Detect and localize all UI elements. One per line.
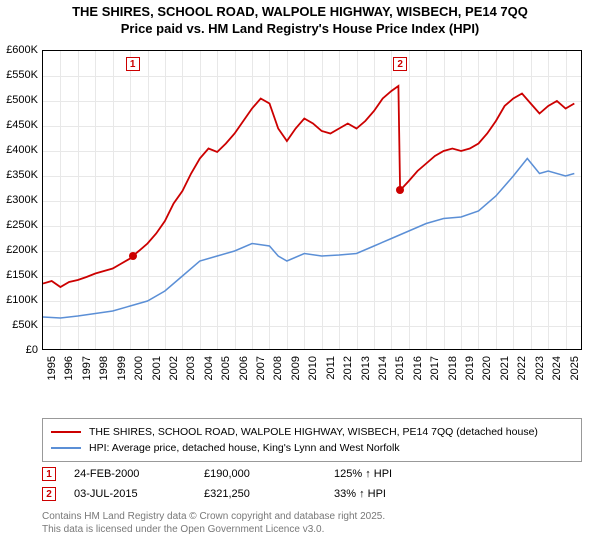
y-axis-label: £350K [0,169,38,181]
x-axis-label: 2021 [499,356,511,380]
x-axis-label: 2016 [412,356,424,380]
x-axis-label: 2012 [342,356,354,380]
x-axis-label: 2019 [464,356,476,380]
y-axis-label: £400K [0,144,38,156]
x-axis-label: 1996 [63,356,75,380]
sale-price: £190,000 [204,468,334,480]
x-axis-label: 2002 [168,356,180,380]
x-axis-label: 2001 [151,356,163,380]
x-axis-label: 2020 [481,356,493,380]
legend-item: THE SHIRES, SCHOOL ROAD, WALPOLE HIGHWAY… [51,424,573,440]
plot-area: 12 [42,50,582,350]
sales-row: 1 24-FEB-2000£190,000125% ↑ HPI [42,464,464,484]
x-axis-label: 2004 [203,356,215,380]
chart-area: 12£0£50K£100K£150K£200K£250K£300K£350K£4… [0,40,600,405]
sale-date: 03-JUL-2015 [74,488,204,500]
y-axis-label: £200K [0,244,38,256]
x-axis-label: 2010 [307,356,319,380]
legend-item: HPI: Average price, detached house, King… [51,440,573,456]
line-layer [43,51,583,351]
x-axis-label: 2007 [255,356,267,380]
x-axis-label: 2025 [569,356,581,380]
series-price_paid [43,86,574,287]
sale-delta: 125% ↑ HPI [334,468,464,480]
x-axis-label: 2017 [429,356,441,380]
legend-label: HPI: Average price, detached house, King… [89,442,400,454]
credits-line2: This data is licensed under the Open Gov… [42,523,588,536]
sale-point [129,252,137,260]
sales-table: 1 24-FEB-2000£190,000125% ↑ HPI 2 03-JUL-20… [42,464,464,504]
y-axis-label: £100K [0,294,38,306]
title-line1: THE SHIRES, SCHOOL ROAD, WALPOLE HIGHWAY… [8,4,592,21]
x-axis-label: 2022 [516,356,528,380]
x-axis-label: 1997 [81,356,93,380]
x-axis-label: 2000 [133,356,145,380]
sales-marker-box: 2 [42,487,56,501]
series-hpi [43,159,574,319]
x-axis-label: 2009 [290,356,302,380]
x-axis-label: 2011 [325,356,337,380]
sales-marker-box: 1 [42,467,56,481]
legend-label: THE SHIRES, SCHOOL ROAD, WALPOLE HIGHWAY… [89,426,538,438]
x-axis-label: 2015 [394,356,406,380]
x-axis-label: 2024 [551,356,563,380]
sale-marker: 2 [393,57,407,71]
x-axis-label: 2018 [447,356,459,380]
legend-swatch [51,447,81,449]
y-axis-label: £300K [0,194,38,206]
x-axis-label: 2006 [238,356,250,380]
x-axis-label: 2014 [377,356,389,380]
legend-swatch [51,431,81,433]
x-axis-label: 1995 [46,356,58,380]
y-axis-label: £250K [0,219,38,231]
y-axis-label: £450K [0,119,38,131]
x-axis-label: 1999 [116,356,128,380]
x-axis-label: 1998 [98,356,110,380]
sale-marker: 1 [126,57,140,71]
y-axis-label: £500K [0,94,38,106]
y-axis-label: £50K [0,319,38,331]
y-axis-label: £550K [0,69,38,81]
sale-delta: 33% ↑ HPI [334,488,464,500]
sale-point [396,186,404,194]
x-axis-label: 2008 [272,356,284,380]
sale-price: £321,250 [204,488,334,500]
sale-date: 24-FEB-2000 [74,468,204,480]
y-axis-label: £0 [0,344,38,356]
credits-line1: Contains HM Land Registry data © Crown c… [42,510,588,523]
x-axis-label: 2003 [185,356,197,380]
y-axis-label: £150K [0,269,38,281]
y-axis-label: £600K [0,44,38,56]
legend: THE SHIRES, SCHOOL ROAD, WALPOLE HIGHWAY… [42,418,582,462]
x-axis-label: 2005 [220,356,232,380]
credits: Contains HM Land Registry data © Crown c… [42,510,588,536]
x-axis-label: 2023 [534,356,546,380]
x-axis-label: 2013 [360,356,372,380]
sales-row: 2 03-JUL-2015£321,25033% ↑ HPI [42,484,464,504]
title-line2: Price paid vs. HM Land Registry's House … [8,21,592,38]
chart-title: THE SHIRES, SCHOOL ROAD, WALPOLE HIGHWAY… [0,0,600,40]
